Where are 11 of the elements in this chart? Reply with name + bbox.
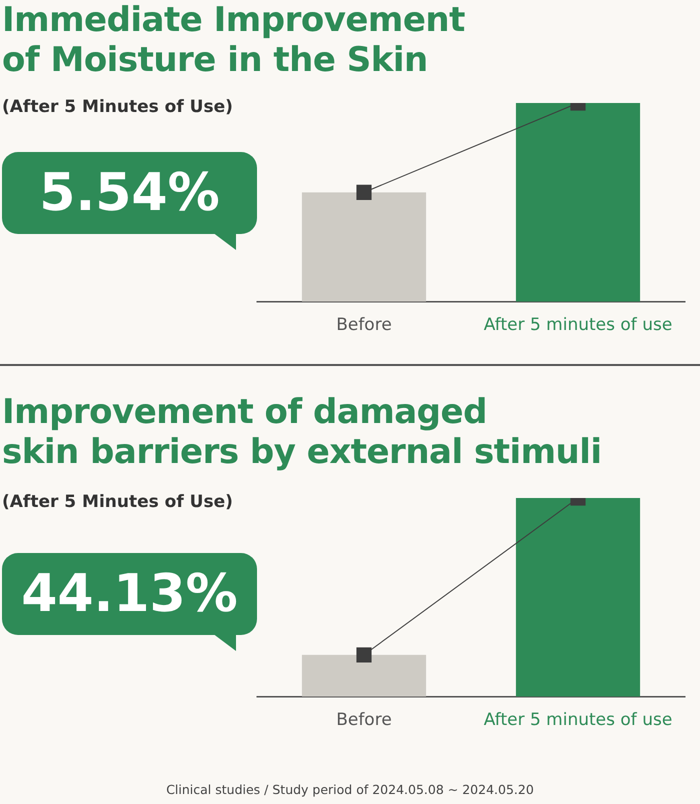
x-tick-label: After 5 minutes of use bbox=[484, 315, 672, 336]
chart-title: Immediate Improvement of Moisture in the Skin bbox=[2, 0, 465, 80]
speech-bubble: 44.13% bbox=[2, 553, 257, 635]
text: (After 5 Minutes of Use) bbox=[2, 492, 233, 512]
x-tick-label: After 5 minutes of use bbox=[484, 710, 672, 730]
text: (After 5 Minutes of Use) bbox=[2, 97, 233, 117]
chart-title: Improvement of damaged skin barriers by external stimuli bbox=[2, 392, 602, 472]
x-tick-label: Before bbox=[336, 710, 392, 730]
text: Clinical studies / Study period of 2024.05.08 ~ 2024.05.20 bbox=[165, 782, 535, 797]
speech-bubble: 5.54% bbox=[2, 152, 257, 234]
x-tick-label: Before bbox=[336, 315, 392, 336]
